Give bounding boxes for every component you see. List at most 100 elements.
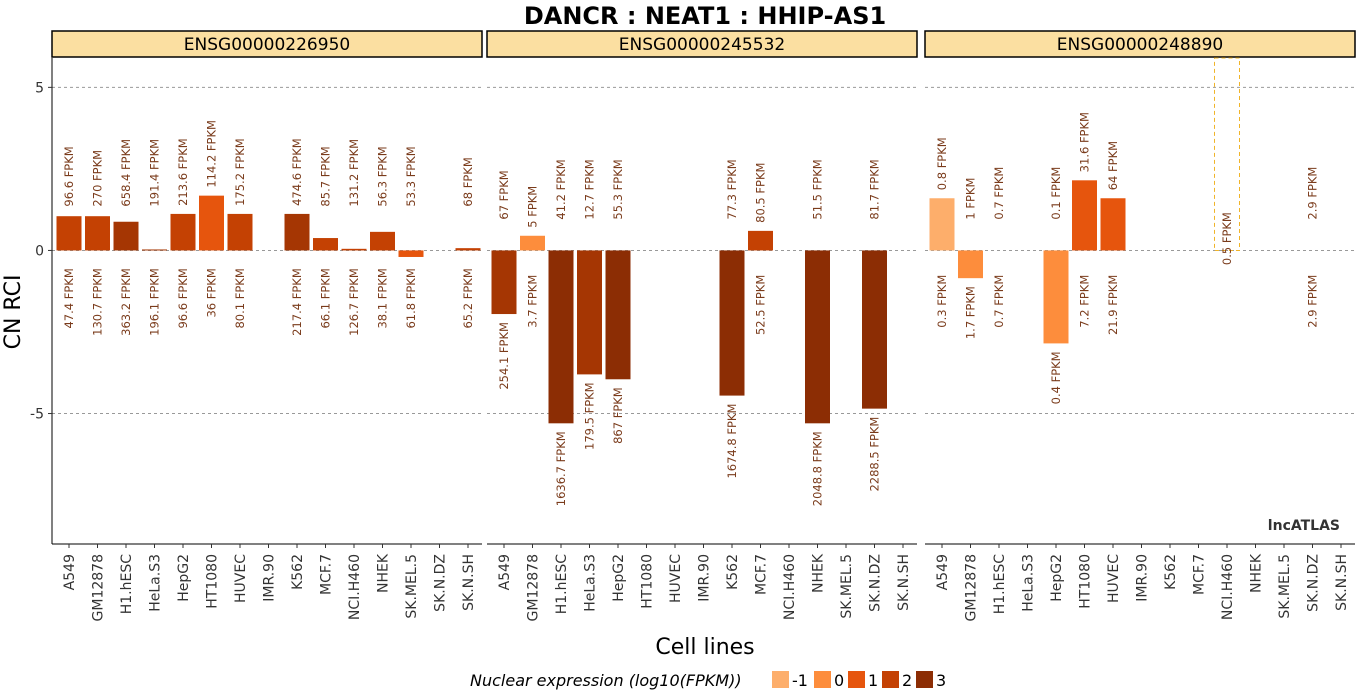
data-label-top: 31.6 FPKM: [1078, 112, 1092, 172]
x-tick-label: NCI.H460: [782, 554, 798, 620]
data-label-top: 81.7 FPKM: [868, 159, 882, 219]
bar: [748, 230, 773, 251]
x-tick-label: HUVEC: [1106, 554, 1122, 603]
data-label-top: 67 FPKM: [497, 170, 511, 219]
chart-title: DANCR : NEAT1 : HHIP-AS1: [524, 2, 886, 30]
data-label-top: 270 FPKM: [91, 150, 105, 207]
bar: [577, 250, 602, 375]
data-label-bottom: 1.7 FPKM: [964, 286, 978, 339]
bar: [341, 248, 367, 251]
x-tick-label: HeLa.S3: [583, 554, 599, 612]
x-tick-label: K562: [1163, 554, 1179, 590]
x-tick-label: SK.N.DZ: [868, 554, 884, 612]
data-label-top: 12.7 FPKM: [583, 159, 597, 219]
bar: [548, 250, 574, 424]
bar: [199, 195, 224, 251]
data-label-bottom: 96.6 FPKM: [176, 268, 190, 328]
x-tick-label: K562: [725, 554, 741, 590]
data-label-top: 175.2 FPKM: [233, 138, 247, 206]
x-tick-label: K562: [290, 554, 306, 590]
legend-swatch: [814, 671, 831, 688]
x-tick-label: A549: [497, 554, 513, 590]
bar: [455, 248, 481, 251]
facet-panel: ENSG00000245532 67 FPKM 5 FPKM 41.2 FPKM 12.…: [486, 30, 918, 621]
bar: [805, 250, 830, 424]
bar: [170, 213, 196, 251]
x-tick-label: HeLa.S3: [1021, 554, 1037, 612]
data-label-bottom: 21.9 FPKM: [1106, 275, 1120, 335]
x-tick-label: GM12878: [526, 554, 542, 621]
data-label-bottom: 66.1 FPKM: [319, 268, 333, 328]
data-label-bottom: 867 FPKM: [611, 387, 625, 444]
bar: [85, 216, 110, 251]
data-label-top: 85.7 FPKM: [319, 146, 333, 206]
bar: [227, 213, 253, 251]
x-tick-label: GM12878: [964, 554, 980, 621]
data-label-top: 53.3 FPKM: [404, 146, 418, 206]
bar: [1072, 180, 1097, 251]
x-tick-label: HepG2: [611, 554, 627, 602]
x-tick-label: IMR.90: [1135, 554, 1151, 602]
data-label-bottom: 38.1 FPKM: [376, 268, 390, 328]
x-tick-label: NHEK: [376, 553, 392, 593]
x-tick-label: HT1080: [640, 554, 656, 609]
y-tick-label: 0: [35, 243, 44, 259]
data-label-top: 56.3 FPKM: [376, 146, 390, 206]
y-tick-label: -5: [30, 407, 44, 423]
data-label-bottom: 1636.7 FPKM: [554, 431, 568, 506]
bar: [1100, 198, 1126, 251]
data-label-top: 0.7 FPKM: [992, 167, 1006, 220]
legend-title: Nuclear expression (log10(FPKM)): [470, 671, 742, 690]
data-label-bottom: 65.2 FPKM: [461, 268, 475, 328]
data-label-bottom: 126.7 FPKM: [347, 268, 361, 336]
data-label-bottom: 2.9 FPKM: [1306, 275, 1320, 328]
bar: [113, 221, 139, 251]
data-label-top: 2.9 FPKM: [1306, 167, 1320, 220]
x-tick-label: NCI.H460: [1220, 554, 1236, 620]
x-tick-label: SK.MEL.5: [839, 554, 855, 619]
data-label-bottom: 0.4 FPKM: [1049, 351, 1063, 404]
data-label-bottom: 0.7 FPKM: [992, 275, 1006, 328]
x-tick-label: A549: [62, 554, 78, 590]
bar: [1043, 250, 1069, 344]
data-label-bottom: 3.7 FPKM: [526, 275, 540, 328]
data-label-bottom: 47.4 FPKM: [62, 268, 76, 328]
legend-swatch: [882, 671, 899, 688]
data-label-bottom: 52.5 FPKM: [754, 275, 768, 335]
facet-strip: [486, 30, 918, 58]
x-tick-label: HUVEC: [668, 554, 684, 603]
data-label-top: 77.3 FPKM: [725, 159, 739, 219]
legend-label: 3: [936, 671, 946, 690]
x-tick-label: SK.MEL.5: [1277, 554, 1293, 619]
facet-strip: [924, 30, 1356, 58]
x-tick-label: MCF.7: [754, 554, 770, 595]
legend: Nuclear expression (log10(FPKM)) -1 0 1 2 3: [470, 671, 946, 690]
bar: [56, 216, 82, 251]
y-tick-label: 5: [35, 80, 44, 96]
data-label-bottom: 80.1 FPKM: [233, 268, 247, 328]
bar: [958, 250, 983, 279]
data-label-bottom: 2048.8 FPKM: [811, 431, 825, 506]
data-label-bottom: 130.7 FPKM: [91, 268, 105, 336]
legend-label: 0: [834, 671, 844, 690]
x-tick-label: SK.N.SH: [1334, 554, 1350, 611]
data-label-top: 213.6 FPKM: [176, 138, 190, 206]
x-tick-label: HepG2: [1049, 554, 1065, 602]
x-tick-label: MCF.7: [319, 554, 335, 595]
x-tick-label: H1.hESC: [554, 554, 570, 614]
data-label-top: 474.6 FPKM: [290, 138, 304, 206]
x-tick-label: HT1080: [205, 554, 221, 609]
bar: [520, 235, 545, 251]
data-label-top: 55.3 FPKM: [611, 159, 625, 219]
facet-strip-label: ENSG00000226950: [184, 35, 350, 55]
bar: [313, 238, 338, 251]
x-tick-label: HUVEC: [233, 554, 249, 603]
bar: [142, 249, 167, 251]
data-label-top: 0.5 FPKM: [1220, 212, 1234, 265]
x-tick-label: H1.hESC: [992, 554, 1008, 614]
data-label-top: 114.2 FPKM: [205, 120, 219, 188]
data-label-top: 658.4 FPKM: [119, 139, 133, 207]
data-label-top: 41.2 FPKM: [554, 159, 568, 219]
x-tick-label: HepG2: [176, 554, 192, 602]
y-axis-label: CN RCI: [1, 275, 26, 350]
